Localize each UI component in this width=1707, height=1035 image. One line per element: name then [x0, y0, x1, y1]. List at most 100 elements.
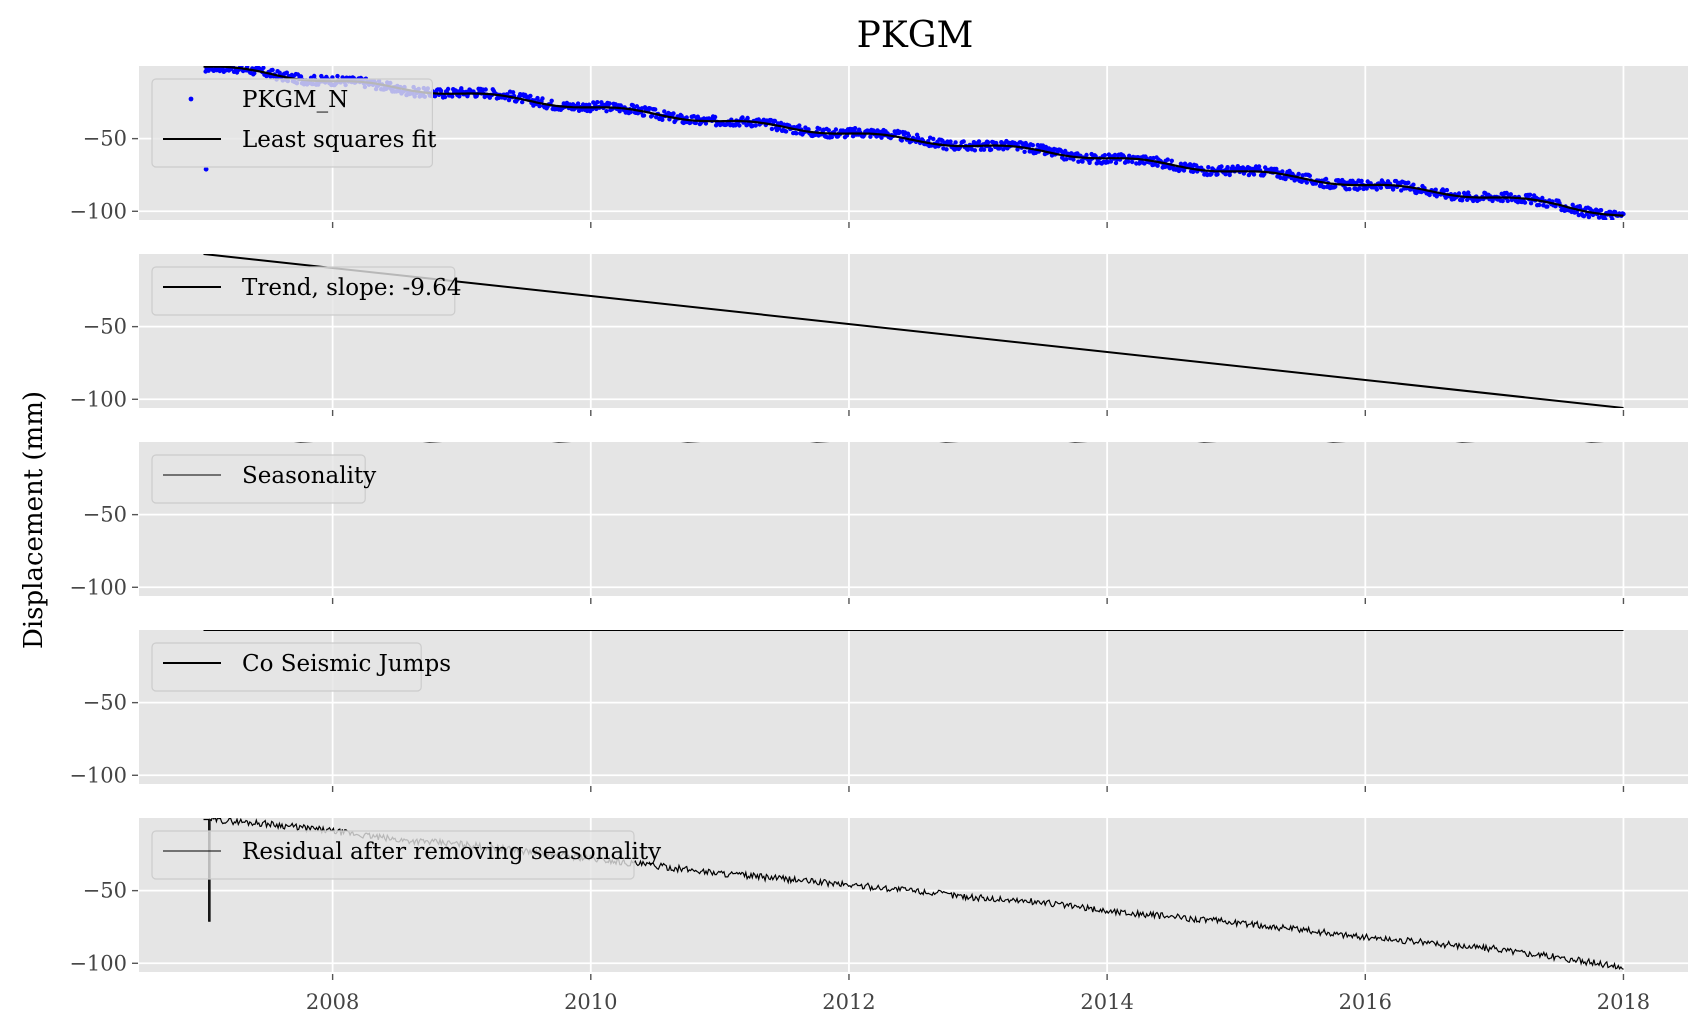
data-point	[985, 140, 991, 145]
data-point	[852, 126, 858, 131]
legend-label: Trend, slope: -9.64	[242, 275, 462, 301]
data-point	[1333, 184, 1338, 189]
data-point	[833, 127, 839, 132]
data-point	[1586, 214, 1592, 220]
y-tick-label: −50	[83, 691, 127, 715]
data-point	[1071, 157, 1076, 162]
data-point	[1022, 149, 1027, 154]
data-point	[205, 61, 209, 65]
data-point	[1610, 216, 1615, 220]
data-point	[1357, 186, 1362, 191]
data-point	[671, 111, 676, 116]
series-line	[203, 66, 1624, 217]
data-point	[445, 86, 451, 92]
data-point	[1570, 202, 1575, 207]
data-point	[1084, 152, 1089, 158]
y-tick-label: −50	[83, 127, 127, 151]
data-point	[1223, 172, 1228, 177]
data-point	[203, 166, 209, 172]
data-point	[944, 147, 949, 152]
panel-1: −50 −100 PKGM_N Least squares fit	[69, 61, 1688, 228]
data-point	[549, 98, 554, 104]
data-point	[961, 139, 966, 144]
data-point	[712, 114, 718, 120]
data-point	[201, 62, 205, 66]
legend: Residual after removing seasonality	[151, 830, 661, 880]
series-line	[293, 442, 1605, 443]
y-tick-label: −50	[83, 315, 127, 339]
data-point	[776, 126, 782, 131]
data-point	[236, 61, 240, 65]
legend-box	[151, 78, 433, 168]
y-tick-label: −100	[69, 763, 127, 787]
legend-box	[151, 266, 456, 316]
data-point	[1064, 157, 1069, 162]
data-point	[510, 90, 516, 95]
data-point	[607, 101, 612, 106]
data-point	[457, 94, 462, 99]
y-tick-label: −50	[83, 503, 127, 527]
data-point	[931, 136, 936, 142]
data-point	[1444, 187, 1450, 193]
x-axis-labels: 2008 2010 2012 2014 2016 2018	[306, 990, 1650, 1014]
data-point	[540, 96, 545, 101]
data-point	[1209, 171, 1214, 176]
x-tick-label: 2012	[822, 990, 875, 1014]
legend-label: Residual after removing seasonality	[242, 839, 661, 865]
data-point	[298, 74, 304, 79]
data-point	[1169, 158, 1175, 163]
data-point	[223, 62, 227, 66]
data-point	[1411, 182, 1416, 187]
data-point	[1522, 200, 1528, 205]
data-point	[587, 102, 592, 107]
data-point	[1304, 180, 1310, 185]
data-point	[1537, 202, 1542, 208]
data-point	[679, 113, 684, 119]
data-point	[769, 126, 775, 132]
data-point	[1080, 159, 1085, 164]
data-point	[1219, 164, 1224, 169]
data-point	[829, 134, 834, 140]
data-point	[575, 101, 581, 106]
data-point	[1240, 165, 1246, 170]
data-point	[1126, 159, 1131, 164]
data-point	[450, 94, 455, 99]
data-point	[688, 120, 693, 125]
data-point	[737, 123, 742, 128]
y-tick-label: −100	[69, 575, 127, 599]
data-point	[240, 66, 245, 68]
legend-box	[151, 454, 366, 504]
data-point	[1307, 173, 1313, 178]
data-point	[213, 61, 217, 65]
data-point	[1215, 172, 1220, 177]
data-point	[528, 93, 533, 99]
data-point	[1456, 191, 1462, 196]
data-point	[1465, 197, 1470, 202]
data-point	[1130, 159, 1135, 165]
y-tick-label: −50	[83, 879, 127, 903]
legend-box	[151, 830, 635, 880]
y-tick-label: −100	[69, 951, 127, 975]
data-point	[335, 73, 340, 79]
data-point	[797, 123, 802, 128]
data-point	[753, 123, 758, 128]
data-point	[1296, 171, 1301, 177]
data-point	[906, 133, 912, 138]
data-point	[1540, 195, 1545, 201]
legend: Trend, slope: -9.64	[151, 266, 462, 316]
data-point	[1406, 180, 1411, 185]
data-point	[438, 88, 444, 94]
data-point	[953, 140, 958, 145]
data-point	[1378, 185, 1384, 190]
data-point	[442, 94, 448, 100]
data-point	[1102, 153, 1108, 158]
data-point	[1603, 216, 1608, 220]
data-point	[537, 103, 542, 109]
data-point	[1274, 166, 1279, 172]
data-point	[1030, 143, 1036, 148]
data-point	[1323, 176, 1329, 182]
data-point	[745, 115, 750, 121]
data-point	[1181, 168, 1187, 173]
legend: PKGM_N Least squares fit	[151, 78, 437, 168]
